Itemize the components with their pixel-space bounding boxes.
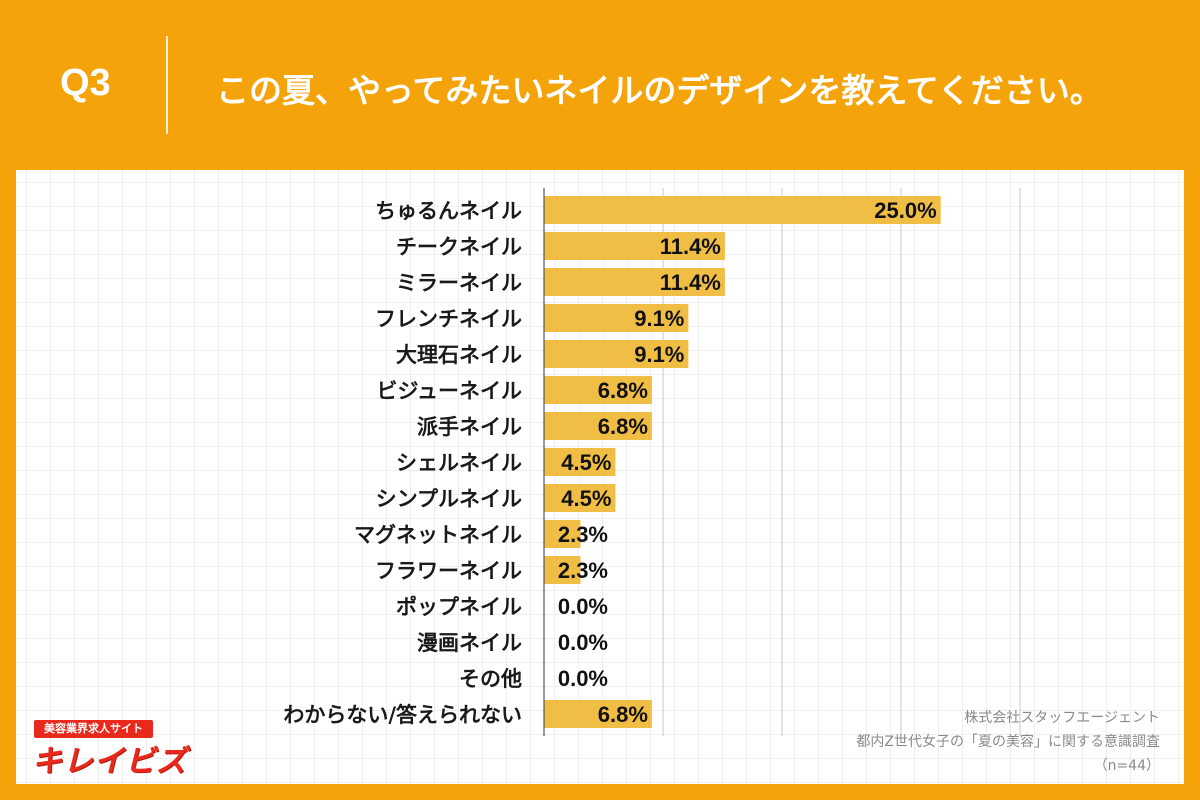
bar-7 (544, 448, 616, 476)
header-divider (166, 36, 168, 134)
category-label-11: ポップネイル (396, 595, 522, 619)
bar-6 (544, 412, 652, 440)
value-label-6: 6.8% (598, 414, 648, 439)
bar-3 (544, 304, 689, 332)
chart-panel: ちゅるんネイル 25.0% チークネイル 11.4% ミラーネイル 11.4% フレンチネイ… (16, 170, 1184, 784)
value-label-4: 9.1% (634, 342, 684, 367)
category-label-2: ミラーネイル (396, 271, 522, 295)
category-label-3: フレンチネイル (375, 307, 522, 331)
value-label-3: 9.1% (634, 306, 684, 331)
bar-8 (544, 484, 616, 512)
bar-chart: ちゅるんネイル 25.0% チークネイル 11.4% ミラーネイル 11.4% フレンチネイ… (283, 188, 1021, 736)
category-label-7: シェルネイル (396, 451, 522, 475)
bar-4 (544, 340, 689, 368)
value-label-5: 6.8% (598, 378, 648, 403)
bar-1 (544, 232, 725, 260)
value-label-14: 6.8% (598, 702, 648, 727)
logo-name: キレイビズ (32, 744, 187, 779)
value-label-2: 11.4% (660, 270, 721, 295)
value-label-0: 25.0% (874, 198, 936, 223)
category-label-12: 漫画ネイル (417, 631, 522, 655)
category-label-10: フラワーネイル (375, 559, 522, 583)
value-label-8: 4.5% (561, 486, 611, 511)
category-label-5: ビジューネイル (376, 379, 522, 403)
category-label-6: 派手ネイル (417, 415, 522, 439)
bar-10 (544, 556, 581, 584)
category-label-8: シンプルネイル (376, 487, 522, 511)
value-label-10: 2.3% (558, 558, 608, 583)
value-label-1: 11.4% (660, 234, 721, 259)
question-title: この夏、やってみたいネイルのデザインを教えてください。 (216, 71, 1103, 110)
value-label-13: 0.0% (558, 666, 608, 691)
value-label-7: 4.5% (561, 450, 611, 475)
logo-tagline: 美容業界求人サイト (34, 720, 153, 738)
source-note: 株式会社スタッフエージェント 都内Z世代女子の「夏の美容」に関する意識調査 （n… (856, 706, 1160, 778)
bar-2 (544, 268, 725, 296)
source-company: 株式会社スタッフエージェント (964, 710, 1160, 726)
bar-0 (544, 196, 941, 224)
category-label-1: チークネイル (396, 235, 522, 259)
source-survey: 都内Z世代女子の「夏の美容」に関する意識調査 (856, 734, 1160, 750)
header: Q3 この夏、やってみたいネイルのデザインを教えてください。 (0, 0, 1200, 170)
category-label-14: わからない/答えられない (283, 703, 522, 727)
source-sample: （n=44） (1093, 758, 1160, 774)
category-label-13: その他 (459, 667, 522, 691)
bar-5 (544, 376, 652, 404)
category-label-0: ちゅるんネイル (375, 199, 522, 223)
category-label-4: 大理石ネイル (396, 343, 522, 367)
value-label-12: 0.0% (558, 630, 608, 655)
value-label-9: 2.3% (558, 522, 608, 547)
bar-14 (544, 700, 652, 728)
kireibiz-logo: 美容業界求人サイト キレイビズ (30, 720, 220, 779)
question-number: Q3 (60, 62, 111, 104)
category-label-9: マグネットネイル (354, 523, 522, 547)
bar-9 (544, 520, 581, 548)
value-label-11: 0.0% (558, 594, 608, 619)
